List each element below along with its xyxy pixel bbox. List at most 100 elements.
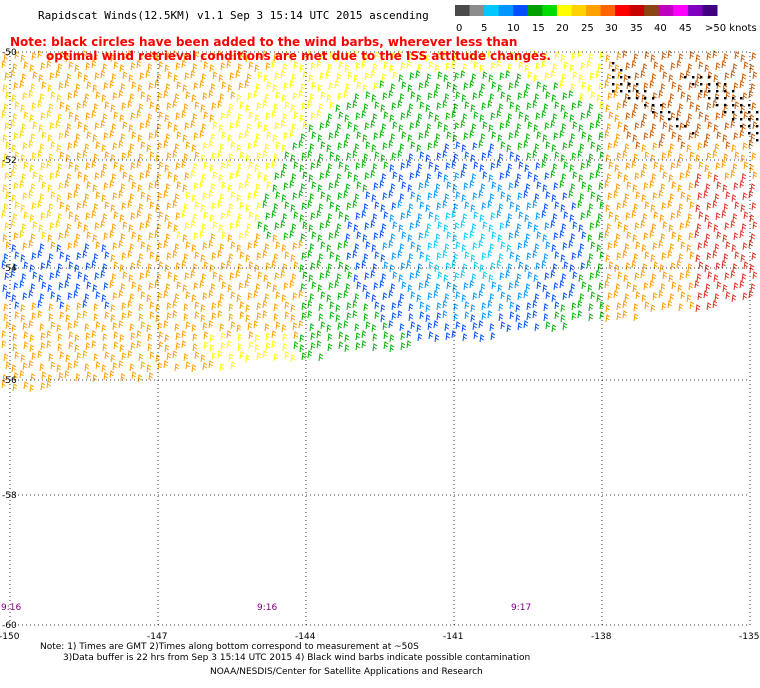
wind-barb — [409, 272, 415, 281]
wind-barb — [138, 303, 144, 312]
wind-barb — [541, 210, 547, 219]
wind-barb — [76, 312, 82, 321]
wind-barb — [631, 260, 637, 269]
wind-barb — [400, 332, 406, 341]
wind-barb — [3, 253, 9, 262]
wind-barb — [325, 70, 331, 79]
wind-barb — [650, 304, 656, 313]
wind-barb — [183, 103, 189, 112]
wind-barb — [29, 64, 35, 73]
wind-barb — [650, 154, 656, 163]
wind-barb — [28, 90, 34, 99]
wind-barb — [623, 174, 629, 183]
wind-barb — [127, 350, 133, 359]
wind-barb — [363, 153, 369, 162]
wind-barb — [686, 144, 692, 153]
wind-barb — [509, 311, 515, 320]
wind-barb — [65, 154, 71, 163]
wind-barb — [732, 163, 738, 172]
wind-barb — [212, 221, 218, 230]
wind-barb — [290, 54, 296, 63]
wind-barb — [347, 171, 353, 180]
wind-barb — [219, 93, 225, 102]
wind-barb — [310, 162, 316, 171]
wind-barb — [203, 61, 209, 70]
wind-barb — [524, 214, 530, 223]
wind-barb — [443, 274, 449, 283]
wind-barb — [83, 274, 89, 283]
wind-barb — [166, 312, 172, 321]
wind-barb — [28, 190, 34, 199]
wind-barb — [571, 312, 577, 321]
wind-barb — [740, 54, 746, 63]
wind-barb — [570, 183, 576, 192]
wind-barb — [694, 280, 700, 289]
wind-barb — [301, 152, 307, 161]
wind-barb — [266, 231, 272, 240]
wind-barb — [210, 83, 216, 92]
wind-barb — [361, 60, 367, 69]
wind-barb — [442, 300, 448, 309]
wind-barb — [193, 232, 199, 241]
wind-barb — [416, 144, 422, 153]
wind-barb — [371, 194, 377, 203]
wind-barb — [82, 200, 88, 209]
wind-barb — [50, 141, 56, 150]
wind-barb — [713, 74, 719, 83]
wind-barb — [561, 223, 567, 232]
wind-barb — [230, 241, 236, 250]
wind-barb — [545, 191, 551, 200]
wind-barb — [498, 203, 504, 212]
wind-barb — [730, 120, 736, 129]
wind-barb — [739, 280, 745, 289]
wind-barb — [318, 103, 324, 112]
wind-barb — [237, 213, 243, 222]
wind-barb — [480, 283, 486, 292]
wind-barb — [631, 110, 637, 119]
wind-barb — [460, 120, 466, 129]
wind-barb — [433, 290, 439, 299]
wind-barb — [608, 161, 614, 170]
wind-barb — [244, 80, 250, 89]
wind-barb — [14, 151, 20, 160]
contamination-dot — [748, 118, 751, 121]
wind-barb — [226, 160, 232, 169]
wind-barb — [139, 172, 145, 181]
wind-barb — [577, 50, 583, 59]
wind-barb — [56, 94, 62, 103]
wind-barb — [481, 202, 487, 211]
wind-barb — [679, 72, 685, 81]
wind-barb — [136, 340, 142, 349]
wind-barb — [109, 280, 115, 289]
wind-barb — [300, 133, 306, 142]
wind-barb — [383, 161, 389, 170]
wind-barb — [101, 364, 107, 373]
wind-barb — [451, 330, 457, 339]
wind-barb — [319, 222, 325, 231]
wind-barb — [352, 300, 358, 309]
wind-barb — [121, 202, 127, 211]
wind-barb — [707, 171, 713, 180]
wind-barb — [370, 220, 376, 229]
wind-barb — [346, 102, 352, 111]
wind-barb — [237, 63, 243, 72]
wind-barb — [634, 122, 640, 131]
wind-barb — [46, 160, 52, 169]
wind-barb — [364, 72, 370, 81]
wind-barb — [722, 134, 728, 143]
wind-barb — [362, 234, 368, 243]
wind-barb — [481, 102, 487, 111]
wind-barb — [667, 200, 673, 209]
wind-barb — [489, 323, 495, 332]
wind-barb — [244, 230, 250, 239]
wind-barb — [507, 163, 513, 172]
wind-barb — [408, 53, 414, 62]
wind-barb — [470, 314, 476, 323]
wind-barb — [698, 61, 704, 70]
wind-barb — [353, 74, 359, 83]
wind-barb — [40, 342, 46, 351]
wind-barb — [749, 264, 755, 273]
wind-barb — [40, 62, 46, 71]
wind-barb — [462, 63, 468, 72]
wind-barb — [184, 272, 190, 281]
